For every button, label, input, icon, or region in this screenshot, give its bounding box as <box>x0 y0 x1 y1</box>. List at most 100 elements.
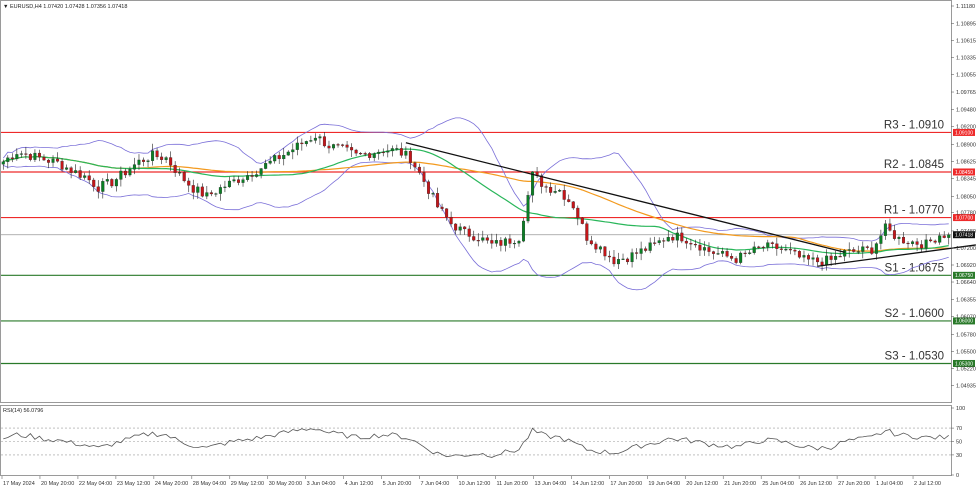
candle <box>870 241 874 256</box>
candle-body <box>883 223 887 236</box>
time-axis-label: 11 Jun 20:00 <box>496 481 527 487</box>
candle <box>689 238 693 251</box>
candle <box>250 170 254 182</box>
candle-body <box>173 165 177 173</box>
candle <box>938 232 942 245</box>
candle-body <box>205 192 209 197</box>
candle <box>33 149 37 162</box>
price-axis-label: 1.05780 <box>956 332 976 338</box>
price-axis-label: 1.10615 <box>956 38 976 44</box>
candle-body <box>24 153 28 155</box>
candle-body <box>182 172 186 182</box>
candle-body <box>906 242 910 245</box>
candle <box>236 175 241 186</box>
candle <box>304 140 308 147</box>
collapse-triangle-icon[interactable]: ▼ <box>3 4 8 10</box>
candle <box>83 172 87 180</box>
level-price-badge-s2 <box>953 317 975 325</box>
price-chart[interactable]: R3 - 1.0910 R2 - 1.0845 R1 - 1.0770 S1 - 1.… <box>0 0 977 403</box>
candle-body <box>141 159 146 162</box>
candle <box>838 249 842 258</box>
candle-body <box>92 179 96 187</box>
time-axis-label: 23 May 12:00 <box>117 481 150 487</box>
candle <box>847 242 851 258</box>
candle <box>571 201 575 210</box>
trend-line-2[interactable] <box>817 244 976 267</box>
candle-body <box>707 247 711 252</box>
candle <box>861 241 865 259</box>
candle <box>788 242 792 255</box>
candle <box>218 184 222 201</box>
time-axis-label: 13 Jun 04:00 <box>534 481 566 487</box>
candle <box>173 161 177 177</box>
candle-body <box>426 181 431 194</box>
level-label-r2: R2 - 1.0845 <box>884 159 944 171</box>
moving-average-slow <box>3 156 949 252</box>
candle-body <box>743 252 747 254</box>
candle-body <box>616 259 621 265</box>
symbol-ohlc-header: EURUSD,H4 1.07420 1.07428 1.07356 1.0741… <box>10 4 127 10</box>
level-price-badge-text-s1: 1.06750 <box>955 273 973 279</box>
candle-body <box>657 240 661 243</box>
candle <box>128 166 132 177</box>
trend-line-1[interactable] <box>405 142 845 253</box>
time-axis-label: 24 May 20:00 <box>155 481 188 487</box>
candle-body <box>431 193 435 195</box>
rsi-header: RSI(14) 56.0796 <box>3 408 43 414</box>
candle <box>341 143 345 148</box>
rsi-chart[interactable]: 100 70 50 30 0 17 May 2024 20 May 20:00 22 May… <box>0 405 977 489</box>
candle <box>852 247 856 253</box>
candle-body <box>635 252 639 254</box>
time-axis-label: 27 Jun 20:00 <box>838 481 870 487</box>
candle-body <box>19 153 23 155</box>
candle <box>607 250 611 263</box>
candle-body <box>503 238 507 246</box>
candle-body <box>386 150 390 153</box>
candle <box>702 241 706 256</box>
candle <box>784 244 788 252</box>
candle-body <box>662 240 666 242</box>
candle-body <box>689 243 693 245</box>
candle <box>74 164 78 174</box>
price-axis-label: 1.07200 <box>956 246 976 252</box>
candle-body <box>825 255 829 266</box>
level-label-r1: R1 - 1.0770 <box>884 205 944 217</box>
candle-body <box>675 232 679 241</box>
candle <box>440 203 444 212</box>
candle-body <box>562 190 566 200</box>
candle <box>757 245 761 249</box>
candle <box>770 241 774 249</box>
candle-body <box>802 255 806 258</box>
candle-body <box>313 137 317 141</box>
candle-body <box>879 235 883 244</box>
candle <box>883 219 887 240</box>
rsi-axis-label: 50 <box>956 440 962 446</box>
candle <box>255 170 259 178</box>
candle <box>901 232 906 244</box>
candle <box>942 231 946 239</box>
time-axis-label: 14 Jun 12:00 <box>572 481 604 487</box>
level-price-badge-s3 <box>953 359 975 367</box>
candle <box>734 256 738 265</box>
candle <box>313 133 317 144</box>
candle-body <box>779 248 783 250</box>
candle-body <box>200 186 204 197</box>
level-price-badge-r3 <box>953 128 975 136</box>
candle-body <box>15 154 19 160</box>
candle-body <box>268 160 272 164</box>
candle <box>96 180 100 199</box>
candle-body <box>51 158 55 163</box>
candle <box>227 176 231 188</box>
time-axis-label: 21 Jun 20:00 <box>724 481 756 487</box>
time-axis-label: 3 Jun 04:00 <box>307 481 336 487</box>
candle-body <box>218 187 222 194</box>
candle-body <box>322 136 326 147</box>
candle <box>431 192 435 198</box>
candle-body <box>78 170 82 178</box>
time-axis-label: 22 May 04:00 <box>79 481 112 487</box>
candle <box>205 186 209 200</box>
candle <box>169 151 173 171</box>
candle-body <box>318 136 322 139</box>
candle <box>345 140 349 152</box>
